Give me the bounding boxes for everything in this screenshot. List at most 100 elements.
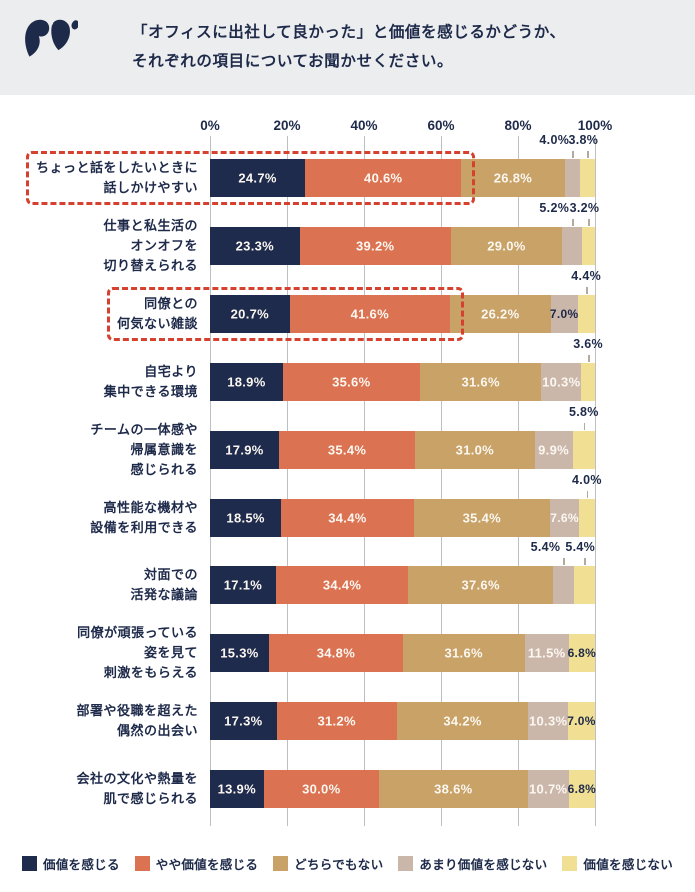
stacked-bar-row: 18.5% 34.4% 35.4% 7.6%: [210, 499, 595, 537]
gridline: [595, 136, 596, 826]
brand-logo-squirrel-icon: [25, 19, 78, 57]
bar-segment-5: [577, 295, 595, 333]
bar-segment-2: 34.8%: [268, 634, 403, 672]
segment-value-label: 38.6%: [434, 781, 473, 797]
segment-value-label: 39.2%: [355, 238, 395, 254]
category-label: 同僚との 何気ない雑談: [0, 285, 198, 343]
callout-leader-line: [583, 423, 586, 430]
bar-segment-2: 40.6%: [305, 159, 462, 197]
bar-segment-3: 29.0%: [450, 227, 563, 265]
callout-leader-line: [588, 219, 590, 226]
bar-segment-5: [581, 363, 595, 401]
callout-value-label: 5.2%: [539, 201, 570, 215]
bar-segment-1: 15.3%: [210, 634, 269, 672]
stacked-bar-row: 15.3% 34.8% 31.6% 11.5% 6.8%: [210, 634, 597, 672]
bar-segment-4: [553, 566, 574, 604]
bar-segment-2: 41.6%: [289, 295, 450, 333]
bar-segment-1: 17.9%: [210, 431, 279, 469]
segment-value-label: 10.7%: [529, 781, 568, 797]
segment-value-label: 34.2%: [443, 713, 482, 729]
segment-value-label: 6.8%: [567, 782, 597, 796]
bar-segment-5: [579, 499, 595, 537]
category-label: 会社の文化や熱量を 肌で感じられる: [0, 760, 198, 818]
bar-segment-4: 7.0%: [550, 295, 578, 333]
callout-leader-line: [586, 287, 588, 294]
bar-segment-4: 11.5%: [524, 634, 569, 672]
bar-segment-4: 10.7%: [527, 770, 569, 808]
legend-swatch: [21, 856, 37, 871]
bar-segment-5: 7.0%: [567, 702, 596, 740]
segment-value-label: 7.6%: [550, 511, 579, 525]
segment-value-label: 35.4%: [327, 442, 367, 458]
stacked-bar-chart: 0% 20% 40% 60% 80% 100% ちょっと話をしたいときに 話しかけやすい 24.…: [0, 95, 695, 855]
segment-value-label: 24.7%: [238, 170, 277, 186]
legend-swatch: [562, 856, 578, 871]
legend-label: 価値を感じる: [42, 858, 120, 872]
bar-segment-2: 34.4%: [281, 499, 414, 537]
stacked-bar-row: 23.3% 39.2% 29.0%: [210, 227, 595, 265]
callout-value-label: 5.8%: [568, 405, 599, 419]
bar-segment-5: 6.8%: [567, 634, 597, 672]
category-label-text: 自宅より 集中できる環境: [103, 363, 198, 399]
callout-value-label: 5.4%: [565, 540, 596, 554]
segment-value-label: 7.0%: [567, 714, 596, 728]
bar-segment-1: 17.1%: [210, 566, 276, 604]
bar-segment-1: 18.5%: [210, 499, 282, 537]
segment-value-label: 31.0%: [455, 442, 495, 458]
stacked-bar-row: 20.7% 41.6% 26.2% 7.0%: [210, 295, 595, 333]
stacked-bar-row: 17.1% 34.4% 37.6%: [210, 566, 595, 604]
segment-value-label: 9.9%: [538, 442, 569, 458]
bar-segment-3: 31.6%: [419, 363, 542, 401]
stacked-bar-row: 24.7% 40.6% 26.8%: [210, 159, 595, 197]
legend-item: やや価値を感じる: [134, 854, 258, 873]
segment-value-label: 20.7%: [230, 306, 270, 322]
stacked-bar-row: 17.3% 31.2% 34.2% 10.3% 7.0%: [210, 702, 595, 740]
bar-segment-2: 31.2%: [276, 702, 397, 740]
segment-value-label: 6.8%: [567, 646, 597, 660]
bar-segment-3: 26.2%: [449, 295, 551, 333]
bar-segment-4: 9.9%: [534, 431, 573, 469]
callout-value-label: 4.0%: [572, 473, 602, 487]
segment-value-label: 18.9%: [227, 374, 266, 390]
category-label-text: 同僚との 何気ない雑談: [116, 295, 198, 331]
segment-value-label: 23.3%: [235, 238, 275, 254]
bar-segment-2: 35.6%: [282, 363, 420, 401]
bar-segment-1: 24.7%: [210, 159, 306, 197]
bar-segment-2: 39.2%: [299, 227, 451, 265]
bar-segment-2: 30.0%: [263, 770, 379, 808]
legend-item: あまり価値を感じない: [398, 854, 547, 873]
page-title-line1: 「オフィスに出社して良かった」と価値を感じるかどうか、: [132, 24, 566, 41]
category-label-text: ちょっと話をしたいときに 話しかけやすい: [35, 159, 198, 195]
segment-value-label: 41.6%: [350, 306, 389, 322]
bar-segment-5: [573, 566, 595, 604]
callout-value-label: 3.6%: [573, 337, 603, 351]
category-label-text: 同僚が頑張っている 姿を見て 刺激をもらえる: [77, 624, 198, 681]
bar-segment-4: [562, 227, 583, 265]
gridline: [364, 136, 365, 826]
bar-segment-3: 35.4%: [413, 499, 550, 537]
axis-tick-label: 100%: [577, 118, 613, 133]
callout-leader-line: [587, 151, 589, 158]
category-label-text: 対面での 活発な議論: [130, 566, 198, 602]
segment-value-label: 13.9%: [217, 781, 256, 797]
segment-value-label: 26.8%: [493, 170, 533, 186]
bar-segment-5: [579, 159, 595, 197]
segment-value-label: 11.5%: [527, 645, 566, 661]
category-label-text: 仕事と私生活の オンオフを 切り替えられる: [103, 217, 198, 274]
segment-value-label: 10.3%: [528, 713, 568, 729]
callout-leader-line: [588, 355, 590, 362]
stacked-bar-row: 13.9% 30.0% 38.6% 10.7% 6.8%: [210, 770, 597, 808]
callout-leader-line: [586, 491, 589, 498]
bar-segment-5: [572, 431, 595, 469]
axis-tick-label: 0%: [200, 118, 220, 133]
segment-value-label: 31.2%: [317, 713, 356, 729]
segment-value-label: 10.3%: [542, 374, 581, 390]
gridline: [210, 136, 211, 826]
legend-label: あまり価値を感じない: [419, 858, 548, 872]
page-title: 「オフィスに出社して良かった」と価値を感じるかどうか、 それぞれの項目についてお…: [132, 19, 566, 76]
bar-segment-3: 31.6%: [402, 634, 525, 672]
bar-segment-1: 20.7%: [210, 295, 290, 333]
legend-swatch: [273, 856, 289, 871]
legend-item: 価値を感じる: [21, 854, 120, 873]
stacked-bar-row: 18.9% 35.6% 31.6% 10.3%: [210, 363, 595, 401]
